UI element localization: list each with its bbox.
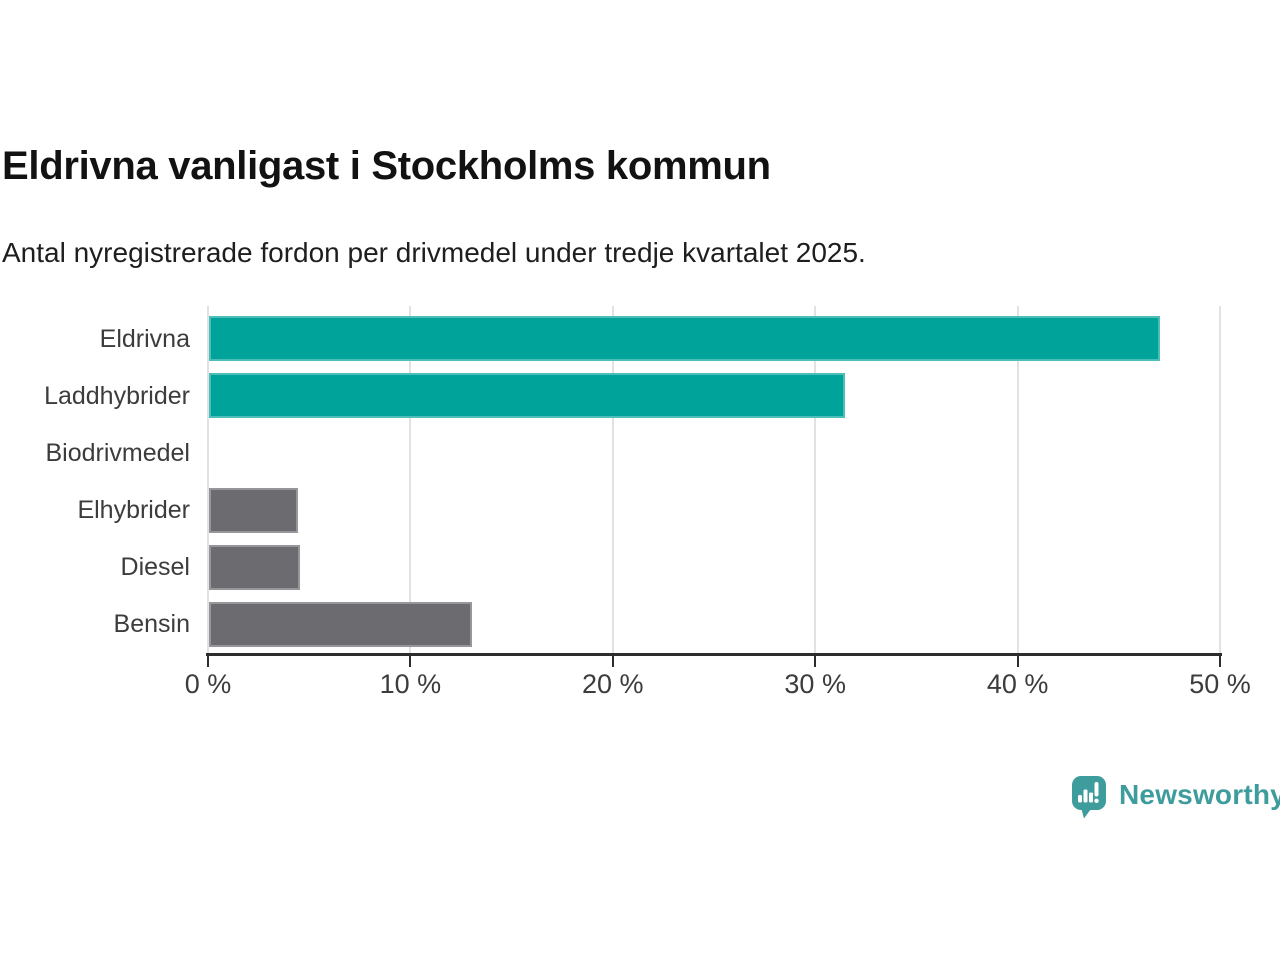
x-axis-line xyxy=(206,653,1222,656)
x-axis-tick xyxy=(814,656,817,667)
bar-chart-speech-bubble-icon xyxy=(1072,776,1106,819)
gridline xyxy=(207,306,209,653)
gridline xyxy=(814,306,817,653)
x-axis-tick-label: 50 % xyxy=(1189,669,1251,699)
gridline xyxy=(1219,306,1221,653)
chart-subtitle: Antal nyregistrerade fordon per drivmede… xyxy=(2,237,866,268)
x-axis-tick xyxy=(1219,656,1221,667)
x-axis-tick xyxy=(611,656,614,667)
bar-elhybrider xyxy=(209,487,299,533)
gridline xyxy=(1016,306,1019,653)
chart-title: Eldrivna vanligast i Stockholms kommun xyxy=(2,144,771,188)
category-label: Biodrivmedel xyxy=(45,438,190,467)
bar-laddhybrider xyxy=(209,373,845,419)
category-label: Diesel xyxy=(120,553,190,582)
x-axis-tick xyxy=(1016,656,1019,667)
x-axis-tick-label: 0 % xyxy=(184,669,232,699)
bar-bensin xyxy=(209,601,473,647)
x-axis-tick-label: 10 % xyxy=(379,669,442,699)
x-axis-tick xyxy=(207,656,209,667)
category-label: Laddhybrider xyxy=(44,381,190,410)
category-label: Elhybrider xyxy=(77,496,190,525)
category-label: Bensin xyxy=(113,610,190,639)
category-label: Eldrivna xyxy=(99,324,190,353)
newsworthy-logo: Newsworthy xyxy=(1071,775,1280,821)
x-axis-tick-label: 20 % xyxy=(582,669,644,699)
gridline xyxy=(611,306,614,653)
x-axis-tick-label: 30 % xyxy=(784,669,846,699)
bar-eldrivna xyxy=(209,316,1161,362)
gridline xyxy=(409,306,412,653)
x-axis-tick xyxy=(409,656,412,667)
bar-diesel xyxy=(209,544,301,590)
newsworthy-wordmark: Newsworthy xyxy=(1119,779,1280,810)
x-axis-tick-label: 40 % xyxy=(986,669,1049,699)
